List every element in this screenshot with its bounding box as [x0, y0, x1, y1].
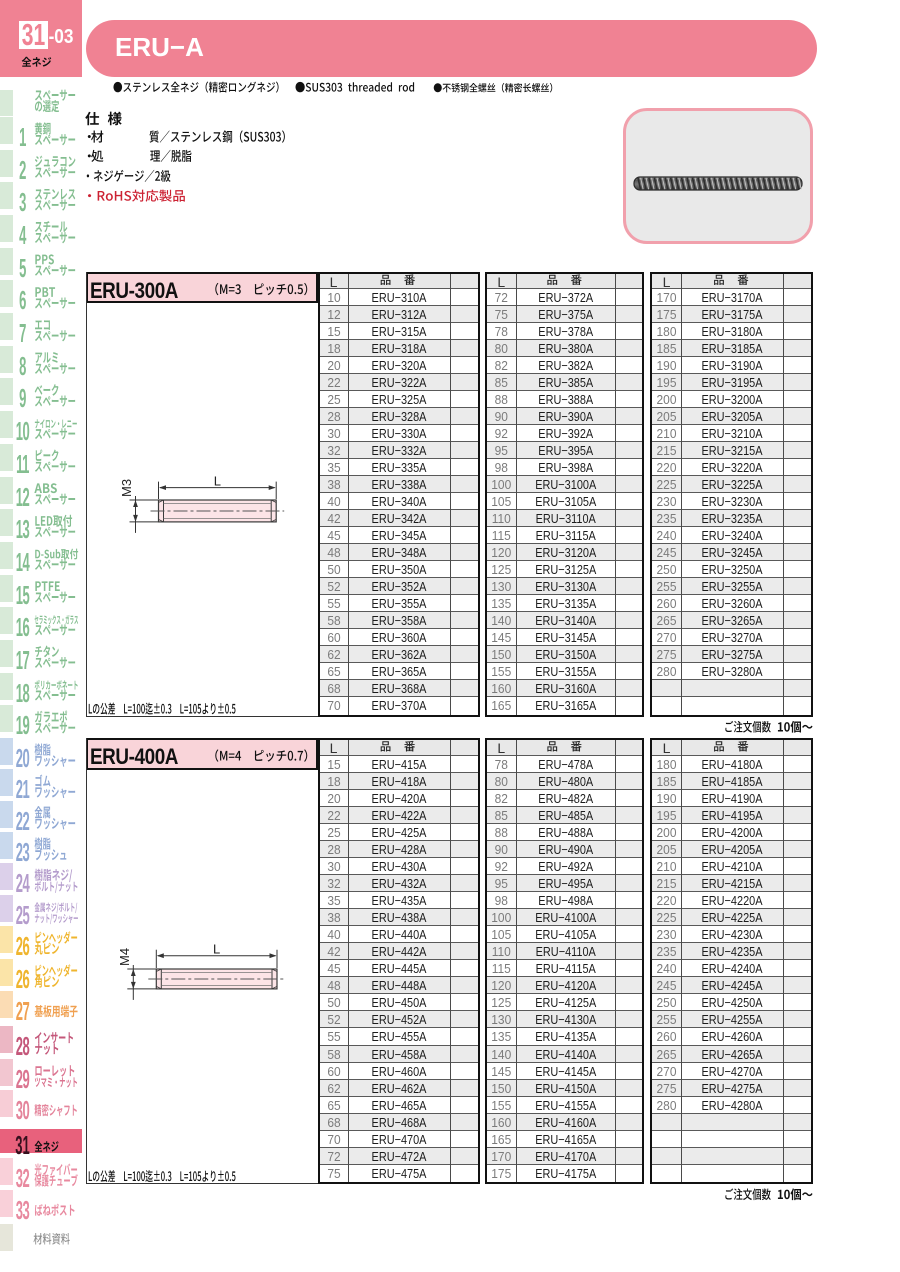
svg-text:L: L — [214, 474, 221, 489]
svg-text:M3: M3 — [119, 479, 134, 497]
svg-text:L: L — [213, 941, 220, 956]
svg-text:M4: M4 — [117, 948, 132, 966]
